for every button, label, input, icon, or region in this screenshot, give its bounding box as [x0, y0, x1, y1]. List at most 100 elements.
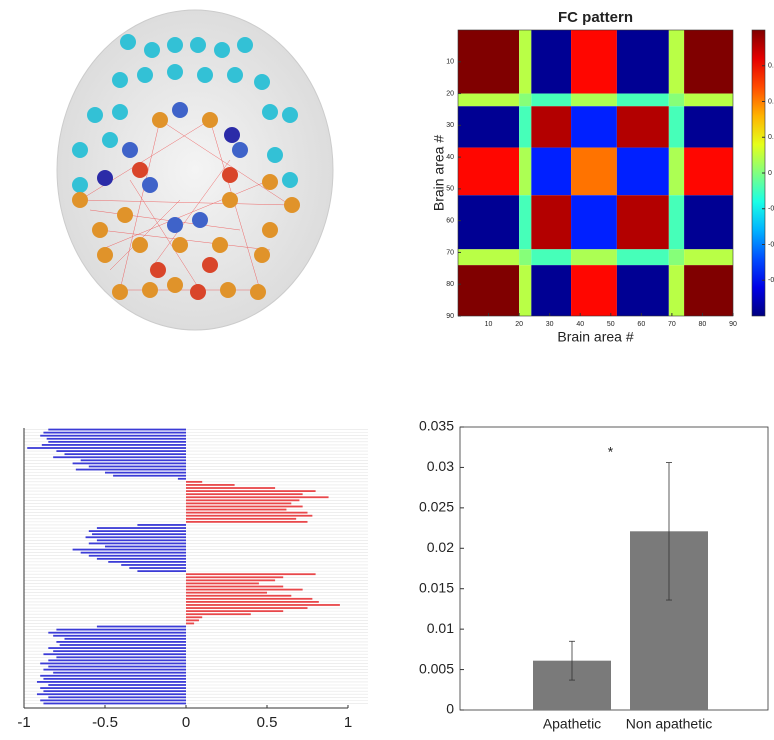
bar — [53, 456, 186, 458]
bar — [47, 438, 186, 440]
bar — [89, 555, 186, 557]
y-tick-label: 0 — [446, 701, 454, 717]
bar — [186, 613, 251, 615]
heatmap-cell — [531, 148, 571, 196]
bar — [186, 595, 291, 597]
bar — [40, 699, 186, 701]
x-tick-label: -0.5 — [92, 714, 118, 731]
heatmap-cell — [684, 94, 733, 107]
bar — [81, 459, 186, 461]
bar — [186, 598, 312, 600]
significance-marker: * — [608, 444, 614, 460]
figure: FC pattern102030405060708090102030405060… — [0, 0, 774, 740]
heatmap-cell — [669, 195, 684, 249]
heatmap-cell — [617, 195, 669, 249]
bar — [43, 703, 186, 705]
bar — [65, 453, 187, 455]
bar — [97, 527, 186, 529]
bar — [97, 558, 186, 560]
bar — [186, 592, 267, 594]
bar — [137, 570, 186, 572]
bar — [186, 487, 275, 489]
x-tick-label: 40 — [576, 321, 584, 328]
bar — [186, 607, 308, 609]
bar — [48, 684, 186, 686]
bar — [186, 512, 308, 514]
heatmap-cell — [519, 249, 531, 265]
bar — [48, 659, 186, 661]
y-tick-label: 0.01 — [427, 620, 454, 636]
x-tick-label: -1 — [17, 714, 30, 731]
heatmap-cell — [571, 94, 617, 107]
heatmap-cell — [669, 148, 684, 196]
x-tick-label: 1 — [344, 714, 352, 731]
bar — [89, 466, 186, 468]
bar — [186, 579, 275, 581]
bar — [81, 552, 186, 554]
heatmap-cell — [458, 94, 519, 107]
bar — [186, 506, 303, 508]
bar — [186, 484, 235, 486]
x-tick-label: 60 — [637, 321, 645, 328]
bar — [186, 586, 283, 588]
y-axis-label: Brain area # — [431, 135, 447, 211]
brain-render — [57, 10, 333, 330]
colorbar-tick-label: -0.6 — [768, 277, 774, 284]
y-tick-label: 20 — [446, 90, 454, 97]
y-tick-label: 0.03 — [427, 458, 454, 474]
bar — [53, 672, 186, 674]
bar — [97, 539, 186, 541]
heatmap-cell — [669, 265, 684, 316]
heatmap-cell — [617, 265, 669, 316]
bar — [37, 681, 186, 683]
heatmap-cell — [531, 195, 571, 249]
y-tick-label: 30 — [446, 122, 454, 129]
bar — [105, 472, 186, 474]
y-tick-label: 70 — [446, 249, 454, 256]
heatmap-cell — [669, 94, 684, 107]
bar — [48, 696, 186, 698]
colorbar-tick-label: 0 — [768, 170, 772, 177]
heatmap-cell — [669, 30, 684, 94]
heatmap-cell — [669, 249, 684, 265]
heatmap-cell — [571, 265, 617, 316]
heatmap-cell — [684, 195, 733, 249]
heatmap-cell — [519, 195, 531, 249]
bar — [43, 690, 186, 692]
bar — [186, 604, 340, 606]
bar — [186, 623, 194, 625]
bar — [48, 632, 186, 634]
heatmap-cell — [519, 148, 531, 196]
bar — [65, 638, 187, 640]
heatmap-cell — [519, 30, 531, 94]
bar — [73, 549, 186, 551]
bar — [186, 619, 199, 621]
bar — [40, 687, 186, 689]
bar — [186, 509, 286, 511]
bar — [186, 573, 316, 575]
heatmap-cell — [571, 106, 617, 147]
heatmap-cell — [684, 106, 733, 147]
bar — [105, 546, 186, 548]
colorbar-tick-label: -0.2 — [768, 206, 774, 213]
x-tick-label: Apathetic — [543, 716, 601, 732]
heatmap-cell — [531, 30, 571, 94]
bar — [178, 478, 186, 480]
x-tick-label: 80 — [699, 321, 707, 328]
plot-frame — [460, 427, 768, 710]
bar — [48, 429, 186, 431]
colorbar-tick-label: 0.4 — [768, 98, 774, 105]
y-tick-label: 50 — [446, 186, 454, 193]
heatmap-cell — [571, 195, 617, 249]
x-tick-label: 30 — [546, 321, 554, 328]
chart-title: FC pattern — [558, 9, 633, 26]
bar — [186, 616, 202, 618]
heatmap-cell — [519, 106, 531, 147]
heatmap-cell — [571, 30, 617, 94]
heatmap-cell — [531, 106, 571, 147]
bar — [186, 496, 329, 498]
y-tick-label: 0.015 — [419, 579, 454, 595]
heatmap-cell — [458, 148, 519, 196]
x-tick-label: Non apathetic — [626, 716, 712, 732]
bar — [186, 515, 312, 517]
